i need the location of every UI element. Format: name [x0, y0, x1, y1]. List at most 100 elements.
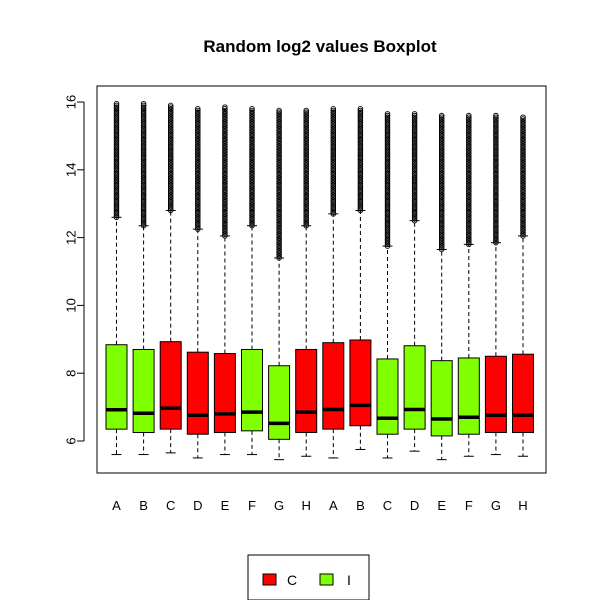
- outlier-point: [195, 167, 201, 173]
- outlier-point: [222, 185, 228, 192]
- outlier-point: [384, 168, 391, 175]
- outlier-point: [140, 145, 147, 151]
- outlier-point: [222, 226, 228, 232]
- outlier-point: [195, 133, 201, 139]
- outlier-point: [438, 231, 445, 237]
- outlier-point: [411, 214, 418, 221]
- outlier-point: [195, 207, 201, 214]
- outlier-point: [276, 239, 282, 246]
- outlier-point: [438, 189, 445, 195]
- outlier-point: [167, 111, 174, 117]
- outlier-point: [330, 148, 337, 154]
- outlier-point: [195, 222, 201, 229]
- outlier-point: [330, 109, 337, 115]
- outlier-point: [167, 131, 174, 137]
- outlier-point: [276, 214, 282, 221]
- outlier-point: [195, 177, 201, 183]
- outlier-point: [466, 221, 472, 227]
- outlier-point: [249, 148, 255, 154]
- outlier-point: [493, 129, 499, 136]
- outlier-point: [493, 212, 499, 219]
- outlier-point: [167, 194, 174, 200]
- outlier-point: [438, 143, 445, 149]
- outlier-point: [140, 207, 147, 214]
- outlier-point: [330, 183, 337, 190]
- outlier-point: [113, 139, 120, 146]
- outlier-point: [167, 138, 174, 144]
- outlier-point: [330, 175, 337, 182]
- outlier-point: [195, 202, 201, 209]
- outlier-point: [167, 109, 174, 115]
- outlier-point: [520, 221, 526, 227]
- outlier-point: [330, 124, 337, 131]
- outlier-point: [411, 202, 418, 209]
- outlier-point: [466, 206, 472, 212]
- outlier-point: [357, 148, 364, 154]
- outlier-point: [113, 180, 120, 187]
- outlier-point: [438, 183, 445, 190]
- outlier-point: [438, 124, 445, 131]
- outlier-point: [167, 139, 174, 146]
- outlier-point: [222, 150, 228, 156]
- outlier-point: [357, 133, 364, 139]
- outlier-point: [303, 209, 309, 215]
- outlier-point: [140, 177, 147, 183]
- outlier-point: [276, 194, 282, 200]
- outlier-point: [303, 112, 309, 119]
- outlier-point: [330, 145, 337, 151]
- outlier-point: [520, 143, 526, 149]
- outlier-point: [520, 116, 526, 122]
- outlier-point: [438, 165, 445, 171]
- outlier-point: [520, 224, 526, 231]
- outlier-point: [249, 150, 255, 156]
- outlier-point: [520, 219, 526, 226]
- outlier-point: [113, 131, 120, 137]
- outlier-point: [330, 117, 337, 124]
- outlier-point: [276, 175, 282, 182]
- outlier-point: [384, 111, 391, 117]
- outlier-point: [167, 114, 174, 121]
- outlier-point: [466, 229, 472, 236]
- outlier-point: [222, 136, 228, 143]
- outlier-point: [330, 160, 337, 166]
- outlier-point: [276, 221, 282, 227]
- outlier-point: [466, 202, 472, 209]
- outlier-point: [276, 233, 282, 239]
- outlier-point: [384, 143, 391, 149]
- outlier-point: [466, 178, 472, 185]
- outlier-point: [195, 158, 201, 165]
- outlier-point: [384, 226, 391, 232]
- outlier-point: [140, 150, 147, 156]
- outlier-point: [276, 177, 282, 183]
- outlier-point: [493, 117, 499, 124]
- outlier-point: [411, 124, 418, 131]
- outlier-point: [384, 177, 391, 183]
- outlier-point: [466, 117, 472, 124]
- outlier-point: [357, 143, 364, 149]
- outlier-point: [330, 133, 337, 139]
- outlier-point: [493, 112, 499, 119]
- outlier-point: [113, 107, 120, 114]
- outlier-point: [438, 222, 445, 229]
- outlier-point: [113, 124, 120, 131]
- outlier-point: [140, 133, 147, 139]
- outlier-point: [520, 131, 526, 137]
- outlier-point: [195, 206, 201, 212]
- outlier-point: [303, 183, 309, 190]
- outlier-point: [113, 122, 120, 129]
- outlier-point: [384, 133, 391, 139]
- x-tick-label: C: [383, 498, 392, 513]
- outlier-point: [303, 145, 309, 151]
- outlier-point: [249, 168, 255, 175]
- outlier-point: [276, 202, 282, 209]
- outlier-point: [438, 197, 445, 204]
- outlier-point: [276, 195, 282, 202]
- outlier-point: [493, 119, 499, 126]
- outlier-point: [411, 146, 418, 153]
- outlier-point: [520, 228, 526, 234]
- outlier-point: [140, 143, 147, 149]
- outlier-point: [520, 217, 526, 224]
- outlier-point: [330, 197, 337, 204]
- outlier-point: [303, 172, 309, 178]
- outlier-point: [330, 185, 337, 192]
